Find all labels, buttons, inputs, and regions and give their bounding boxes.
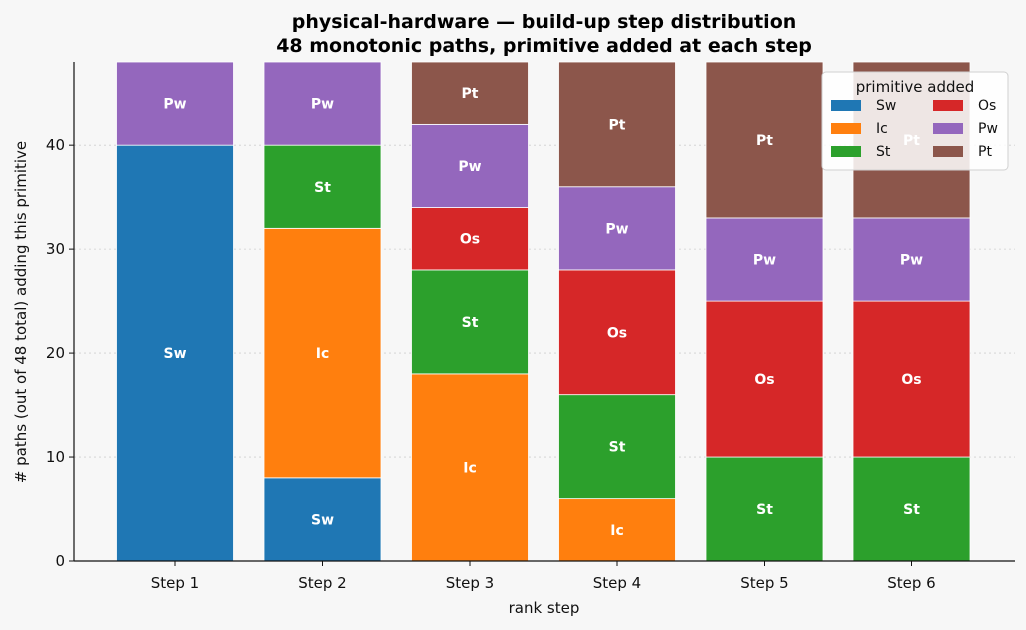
bar-segment-st	[852, 456, 971, 562]
bar-segment-pt	[411, 61, 529, 125]
segment-label: Pt	[609, 117, 626, 133]
chart-title: physical-hardware — build-up step distri…	[292, 11, 797, 33]
bar-segment-pt	[558, 61, 676, 188]
legend: primitive added Sw Ic St Os Pw Pt	[821, 71, 1009, 171]
segment-label: Os	[607, 325, 627, 341]
legend-label: Pw	[978, 121, 998, 137]
segment-label: Pw	[458, 159, 481, 175]
bar-segment-pt	[705, 61, 824, 219]
x-tick-label: Step 6	[887, 574, 935, 592]
legend-label: Sw	[876, 98, 896, 114]
y-tick-label: 0	[55, 552, 65, 570]
bar-segment-pw	[558, 186, 676, 271]
bar-segment-pw	[263, 61, 382, 146]
bar-segment-pw	[705, 217, 824, 302]
segment-label: St	[756, 502, 773, 518]
bar-segment-st	[411, 269, 529, 375]
legend-swatch-ic	[831, 123, 861, 134]
segment-label: St	[314, 180, 331, 196]
x-tick-label: Step 2	[298, 574, 346, 592]
segment-label: Pw	[605, 221, 628, 237]
segment-label: Pt	[462, 86, 479, 102]
segment-label: Ic	[316, 346, 330, 362]
segment-label: Sw	[311, 512, 334, 528]
x-tick-label: Step 1	[151, 574, 199, 592]
x-axis-label: rank step	[509, 599, 580, 617]
legend-swatch-os	[933, 100, 963, 111]
bar-segment-os	[852, 300, 971, 458]
segment-label: Ic	[610, 523, 624, 539]
segment-label: Pt	[756, 133, 773, 149]
segment-label: St	[462, 315, 479, 331]
y-axis-label: # paths (out of 48 total) adding this pr…	[12, 141, 30, 483]
legend-swatch-st	[831, 146, 861, 157]
bar-segment-pw	[852, 217, 971, 302]
legend-label: St	[876, 144, 891, 160]
x-tick-label: Step 3	[446, 574, 494, 592]
segment-label: Sw	[163, 346, 186, 362]
legend-swatch-pt	[933, 146, 963, 157]
y-tick-label: 40	[46, 136, 65, 154]
y-tick-label: 20	[46, 344, 65, 362]
bar-segment-os	[558, 269, 676, 396]
bar-segment-os	[411, 207, 529, 271]
segment-label: Os	[754, 372, 774, 388]
legend-swatch-pw	[933, 123, 963, 134]
bar-segment-os	[705, 300, 824, 458]
segment-labels: Sw Pw Sw Ic St Pw Ic St Os Pw Pt Ic St Os Pw Pt St Os Pw Pt…	[163, 86, 923, 539]
x-tick-label: Step 4	[593, 574, 641, 592]
bar-segment-st	[705, 456, 824, 562]
segment-label: Pw	[311, 97, 334, 113]
x-ticks: Step 1 Step 2 Step 3 Step 4 Step 5 Step 6	[151, 561, 936, 592]
legend-frame	[821, 71, 1009, 171]
y-tick-label: 10	[46, 448, 65, 466]
bar-segment-sw	[263, 477, 382, 562]
segment-label: Ic	[463, 460, 477, 476]
bar-segment-sw	[116, 144, 234, 562]
segment-label: Pw	[753, 253, 776, 269]
bar-segment-pw	[116, 61, 234, 146]
bar-segment-ic	[263, 227, 382, 479]
legend-title: primitive added	[856, 78, 975, 96]
y-tick-label: 30	[46, 240, 65, 258]
segment-label: Pw	[163, 97, 186, 113]
legend-label: Os	[978, 98, 996, 114]
bars	[116, 61, 971, 562]
legend-label: Ic	[876, 121, 888, 137]
bar-segment-pw	[411, 123, 529, 208]
bar-segment-ic	[558, 498, 676, 562]
bar-segment-st	[263, 144, 382, 229]
chart-subtitle: 48 monotonic paths, primitive added at e…	[276, 35, 812, 57]
segment-label: St	[903, 502, 920, 518]
bar-segment-st	[558, 394, 676, 500]
segment-label: Os	[901, 372, 921, 388]
legend-label: Pt	[978, 144, 992, 160]
segment-label: St	[609, 440, 626, 456]
bar-segment-ic	[411, 373, 529, 562]
segment-label: Os	[460, 232, 480, 248]
legend-swatch-sw	[831, 100, 861, 111]
segment-label: Pw	[900, 253, 923, 269]
x-tick-label: Step 5	[740, 574, 788, 592]
y-ticks: 0 10 20 30 40	[46, 136, 74, 570]
